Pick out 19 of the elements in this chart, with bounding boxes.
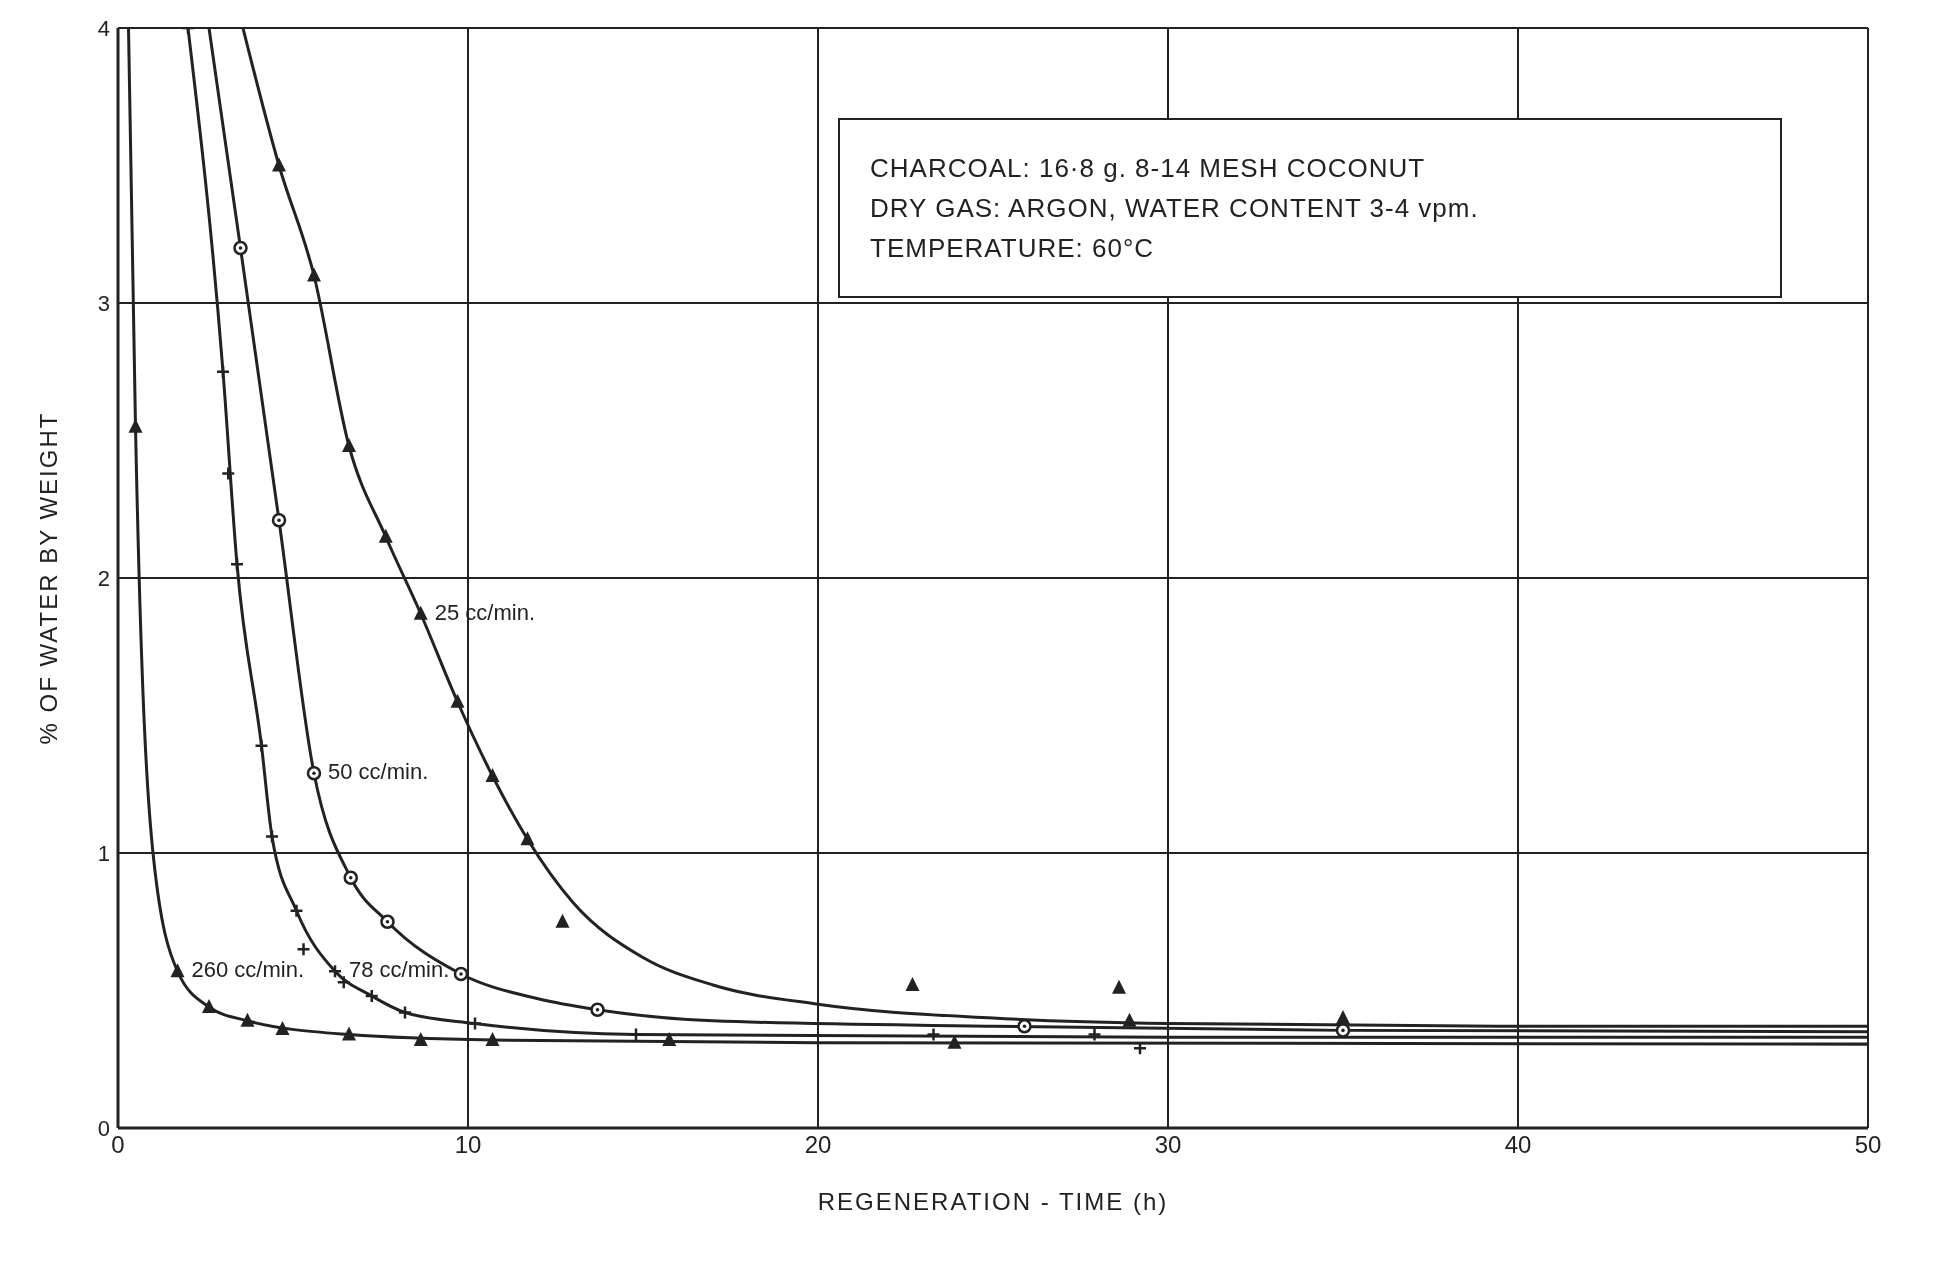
y-tick-label: 1 [97, 840, 110, 866]
annotation: 78 cc/min. [349, 957, 450, 983]
x-tick-label: 20 [804, 1131, 832, 1159]
y-axis-title: % OF WATER BY WEIGHT [34, 411, 62, 745]
y-tick-label: 0 [97, 1115, 110, 1141]
x-tick-label: 10 [454, 1131, 482, 1159]
x-axis-title: REGENERATION - TIME (h) [817, 1188, 1169, 1215]
annotation: TEMPERATURE: 60°C [870, 232, 1156, 265]
annotation: 260 cc/min. [191, 957, 304, 983]
note-box: CHARCOAL: 16·8 g. 8-14 MESH COCONUT DRY GAS: ARGON, WATER CONTENT 3-4 vpm. TEMPERATURE: 60°C [838, 118, 1782, 298]
y-tick-label: 3 [97, 290, 110, 316]
y-tick-label: 4 [97, 15, 110, 41]
x-tick-label: 40 [1504, 1131, 1532, 1159]
annotation: 50 cc/min. [328, 759, 429, 785]
x-tick-label: 30 [1154, 1131, 1182, 1159]
annotation: DRY GAS: ARGON, WATER CONTENT 3-4 vpm. [870, 192, 1480, 225]
y-tick-label: 2 [97, 565, 110, 591]
annotation: CHARCOAL: 16·8 g. 8-14 MESH COCONUT [870, 152, 1427, 185]
x-tick-label: 50 [1854, 1131, 1882, 1159]
